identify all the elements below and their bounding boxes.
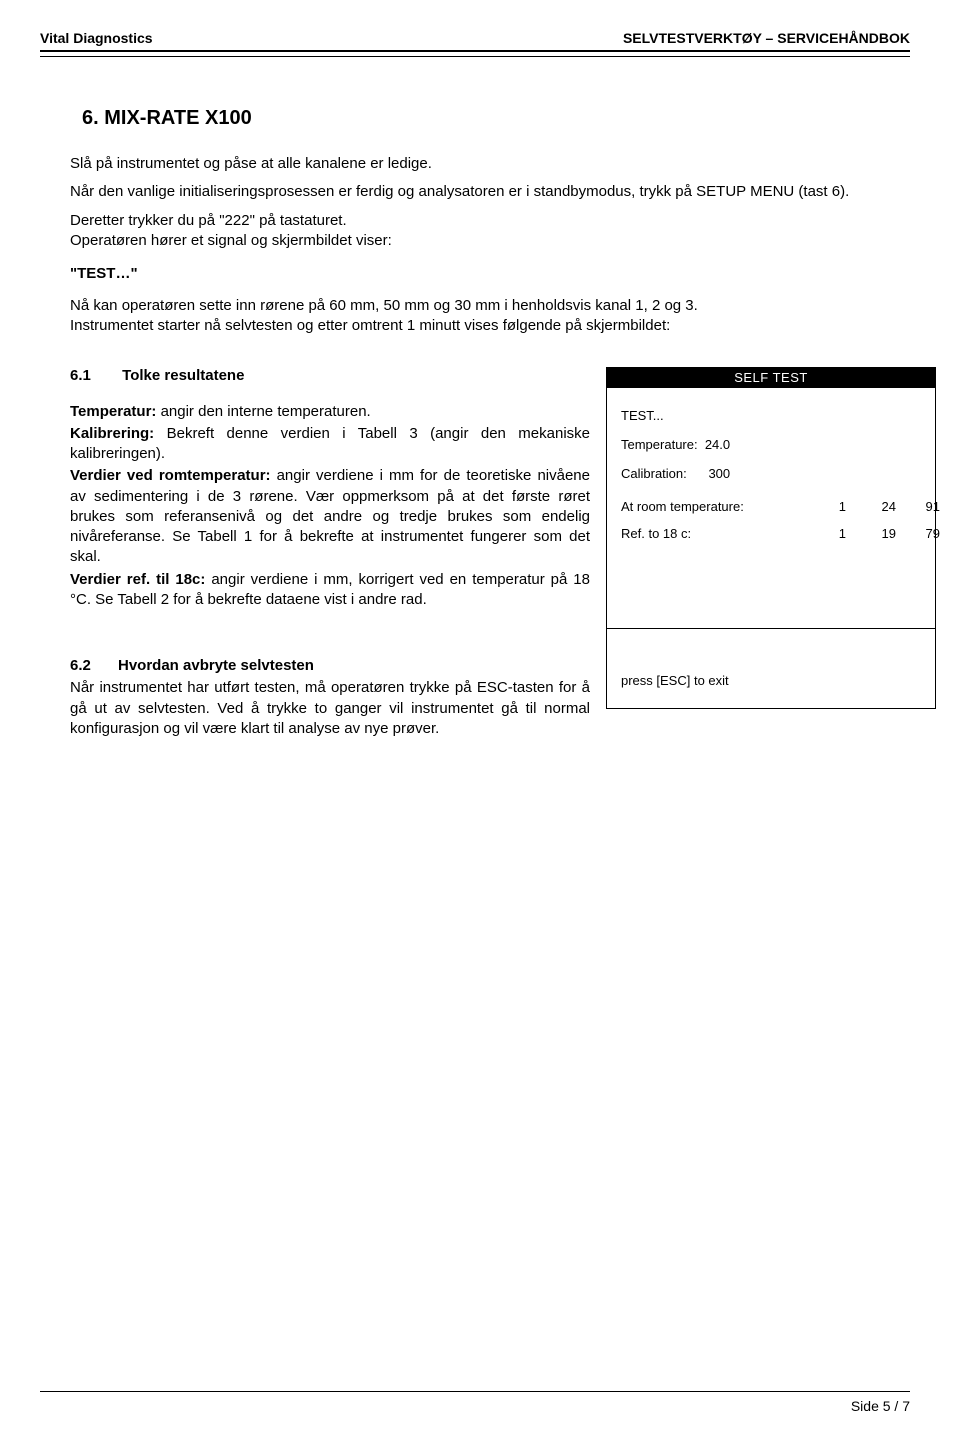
- screen-line-calibration: Calibration: 300: [621, 466, 921, 481]
- screen-footer: press [ESC] to exit: [607, 629, 935, 708]
- test-label: "TEST…": [70, 265, 910, 282]
- subsection-62-heading: 6.2Hvordan avbryte selvtesten: [70, 656, 590, 676]
- label-temperatur: Temperatur:: [70, 403, 156, 420]
- post-test-1: Nå kan operatøren sette inn rørene på 60…: [70, 296, 910, 316]
- screen-roomtemp-label: At room temperature:: [621, 499, 806, 514]
- screen-row-roomtemp: At room temperature: 1 24 91: [621, 499, 921, 514]
- right-column: SELF TEST TEST... Temperature: 24.0 Cali…: [606, 367, 936, 742]
- screen-roomtemp-v3: 91: [896, 499, 940, 514]
- intro-line-1: Slå på instrumentet og påse at alle kana…: [70, 154, 910, 174]
- page-footer: Side 5 / 7: [40, 1391, 910, 1414]
- screen-body: TEST... Temperature: 24.0 Calibration: 3…: [607, 388, 935, 628]
- screen-temperature-label: Temperature:: [621, 437, 698, 452]
- screen-calibration-value: 300: [708, 466, 730, 481]
- screen-line-test: TEST...: [621, 408, 921, 423]
- para-ref18: Verdier ref. til 18c: angir verdiene i m…: [70, 570, 590, 611]
- text-temperatur: angir den interne temperaturen.: [156, 403, 370, 420]
- page-number: Side 5 / 7: [40, 1398, 910, 1414]
- para-temperatur: Temperatur: angir den interne temperatur…: [70, 402, 590, 422]
- two-column-region: 6.1 Tolke resultatene Temperatur: angir …: [70, 367, 910, 742]
- screen-line-temperature: Temperature: 24.0: [621, 437, 921, 452]
- para-kalibrering: Kalibrering: Bekreft denne verdien i Tab…: [70, 424, 590, 465]
- label-romtemp: Verdier ved romtemperatur:: [70, 467, 271, 484]
- page-content: 6. MIX-RATE X100 Slå på instrumentet og …: [40, 57, 910, 741]
- para-romtemp: Verdier ved romtemperatur: angir verdien…: [70, 466, 590, 567]
- section-number: 6.: [82, 107, 99, 129]
- subsection-62-text: Når instrumentet har utført testen, må o…: [70, 678, 590, 739]
- intro-line-4: Operatøren hører et signal og skjermbild…: [70, 231, 910, 251]
- section-title: 6. MIX-RATE X100: [70, 107, 910, 130]
- screen-calibration-label: Calibration:: [621, 466, 687, 481]
- screen-row-ref18: Ref. to 18 c: 1 19 79: [621, 526, 921, 541]
- label-kalibrering: Kalibrering:: [70, 425, 154, 442]
- footer-rule: [40, 1391, 910, 1392]
- intro-line-3: Deretter trykker du på "222" på tastatur…: [70, 211, 910, 231]
- left-column: 6.1 Tolke resultatene Temperatur: angir …: [70, 367, 590, 742]
- subsection-62-num: 6.2: [70, 656, 118, 676]
- screen-roomtemp-v2: 24: [846, 499, 896, 514]
- header-left: Vital Diagnostics: [40, 30, 153, 46]
- page-header: Vital Diagnostics SELVTESTVERKTØY – SERV…: [40, 30, 910, 52]
- subsection-61-title: 6.1 Tolke resultatene: [70, 367, 590, 384]
- section-name: MIX-RATE X100: [104, 107, 251, 129]
- selftest-screen: SELF TEST TEST... Temperature: 24.0 Cali…: [606, 367, 936, 709]
- subsection-61-name: Tolke resultatene: [122, 367, 244, 384]
- subsection-62-name: Hvordan avbryte selvtesten: [118, 657, 314, 674]
- screen-ref18-v1: 1: [806, 526, 846, 541]
- document-page: Vital Diagnostics SELVTESTVERKTØY – SERV…: [0, 0, 960, 1442]
- screen-title: SELF TEST: [607, 367, 935, 388]
- label-ref18: Verdier ref. til 18c:: [70, 571, 205, 588]
- post-test-2: Instrumentet starter nå selvtesten og et…: [70, 316, 910, 336]
- screen-temperature-value: 24.0: [705, 437, 730, 452]
- subsection-62: 6.2Hvordan avbryte selvtesten Når instru…: [70, 656, 590, 739]
- screen-roomtemp-v1: 1: [806, 499, 846, 514]
- intro-line-2: Når den vanlige initialiseringsprosessen…: [70, 182, 910, 202]
- screen-ref18-label: Ref. to 18 c:: [621, 526, 806, 541]
- subsection-61-num: 6.1: [70, 367, 118, 384]
- screen-ref18-v3: 79: [896, 526, 940, 541]
- screen-ref18-v2: 19: [846, 526, 896, 541]
- header-right: SELVTESTVERKTØY – SERVICEHÅNDBOK: [623, 30, 910, 46]
